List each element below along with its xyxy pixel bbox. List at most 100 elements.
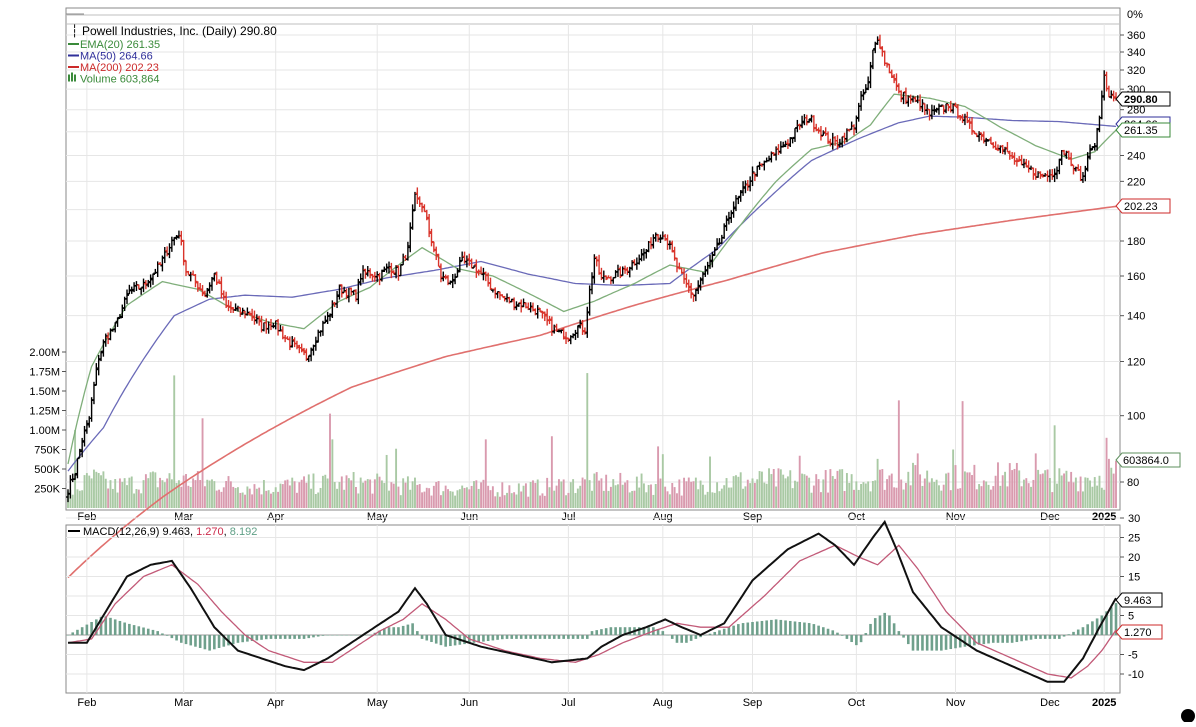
volume-bar — [645, 492, 648, 508]
volume-bar — [810, 492, 813, 508]
macd-hist-bar — [302, 635, 306, 639]
corner-dot — [1181, 709, 1195, 723]
volume-bar — [928, 482, 931, 508]
macd-hist-bar — [817, 625, 820, 635]
volume-bar — [402, 478, 405, 508]
volume-bar — [940, 490, 943, 508]
macd-tick-label: 15 — [1128, 572, 1140, 584]
volume-bar — [520, 491, 523, 508]
volume-bar — [758, 471, 761, 508]
volume-bar — [565, 495, 567, 508]
volume-bar — [220, 491, 223, 508]
volume-bar — [909, 485, 912, 508]
volume-bar — [893, 487, 896, 508]
macd-hist-bar — [675, 635, 679, 643]
macd-hist-bar — [246, 635, 249, 642]
macd-hist-bar — [198, 635, 202, 648]
volume-bar — [203, 486, 206, 508]
volume-bar — [978, 484, 981, 508]
volume-bar — [876, 458, 879, 508]
volume-bar — [477, 488, 480, 508]
volume-bar — [999, 485, 1002, 508]
volume-bar — [680, 495, 683, 508]
volume-bar — [272, 491, 275, 508]
macd-hist-bar — [916, 635, 920, 651]
volume-bar — [652, 494, 655, 508]
volume-bar — [487, 485, 490, 508]
macd-hist-bar — [250, 635, 254, 641]
macd-tick-label: 30 — [1128, 513, 1140, 525]
svg-text:1.270: 1.270 — [1124, 627, 1152, 639]
ohlc-bars — [66, 34, 1118, 503]
volume-bar — [609, 486, 612, 508]
volume-bar — [170, 479, 173, 508]
macd-hist-bar — [397, 627, 400, 635]
macd-hist-bar — [869, 623, 872, 635]
volume-bar — [324, 474, 327, 508]
volume-bar — [779, 469, 782, 508]
macd-hist-bar — [104, 616, 108, 635]
volume-bar — [454, 495, 457, 508]
price-tick-label: 240 — [1127, 151, 1145, 163]
macd-hist-bar — [170, 635, 174, 639]
volume-bar — [517, 483, 520, 508]
macd-hist-bar — [1114, 603, 1118, 635]
macd-hist-bar — [359, 635, 362, 636]
volume-bar — [782, 474, 785, 508]
macd-axis: 30252015105-5-10 — [1120, 513, 1144, 681]
macd-hist-bar — [118, 620, 122, 635]
volume-bars-icon — [68, 72, 76, 82]
volume-bar — [411, 481, 414, 508]
ohlc-bar — [240, 307, 245, 315]
macd-hist-bar — [382, 628, 386, 635]
macd-hist-bar — [958, 635, 962, 648]
macd-hist-bar — [90, 622, 93, 635]
volume-bar — [543, 495, 546, 508]
volume-bar — [720, 488, 723, 508]
volume-bar — [756, 479, 759, 508]
volume-bar — [1067, 481, 1070, 508]
volume-bar — [725, 478, 728, 508]
volume-bar — [1065, 470, 1068, 508]
volume-bar — [359, 477, 362, 508]
volume-bar — [267, 490, 270, 508]
volume-bar — [572, 479, 575, 508]
macd-hist-bar — [486, 635, 490, 641]
volume-bar — [277, 491, 280, 508]
price-tick-label: 140 — [1127, 311, 1145, 323]
volume-bar — [956, 488, 959, 508]
volume-bar — [718, 491, 721, 508]
volume-bar — [791, 488, 794, 508]
volume-bar — [992, 486, 995, 508]
volume-bar — [248, 488, 251, 508]
x-tick-label: Feb — [77, 511, 96, 523]
volume-bar — [1037, 469, 1040, 508]
macd-hist-bar — [1029, 635, 1033, 640]
volume-bar — [794, 480, 796, 508]
volume-bar — [340, 476, 343, 508]
macd-hist-bar — [883, 612, 886, 635]
volume-bar — [659, 478, 662, 508]
volume-bar — [107, 488, 110, 508]
volume-bar — [831, 476, 834, 508]
macd-hist-bar — [543, 635, 547, 639]
volume-bar — [539, 495, 542, 508]
volume-bar — [777, 468, 780, 508]
volume-bar — [628, 492, 631, 508]
volume-bar — [1107, 458, 1110, 508]
macd-hist-bar — [925, 635, 929, 651]
macd-hist-bar — [179, 635, 183, 643]
ohlc-bar — [939, 104, 944, 108]
macd-hist-bar — [123, 622, 126, 635]
macd-hist-bar — [812, 624, 816, 635]
macd-hist-bar — [977, 635, 981, 645]
volume-bar — [510, 493, 513, 508]
volume-bar — [189, 486, 192, 508]
volume-bar — [824, 470, 827, 508]
volume-bar — [284, 480, 287, 508]
volume-bar — [442, 491, 445, 508]
volume-bar — [581, 477, 584, 508]
volume-bar — [900, 479, 903, 508]
volume-bar — [678, 479, 681, 508]
volume-bar — [421, 492, 423, 508]
